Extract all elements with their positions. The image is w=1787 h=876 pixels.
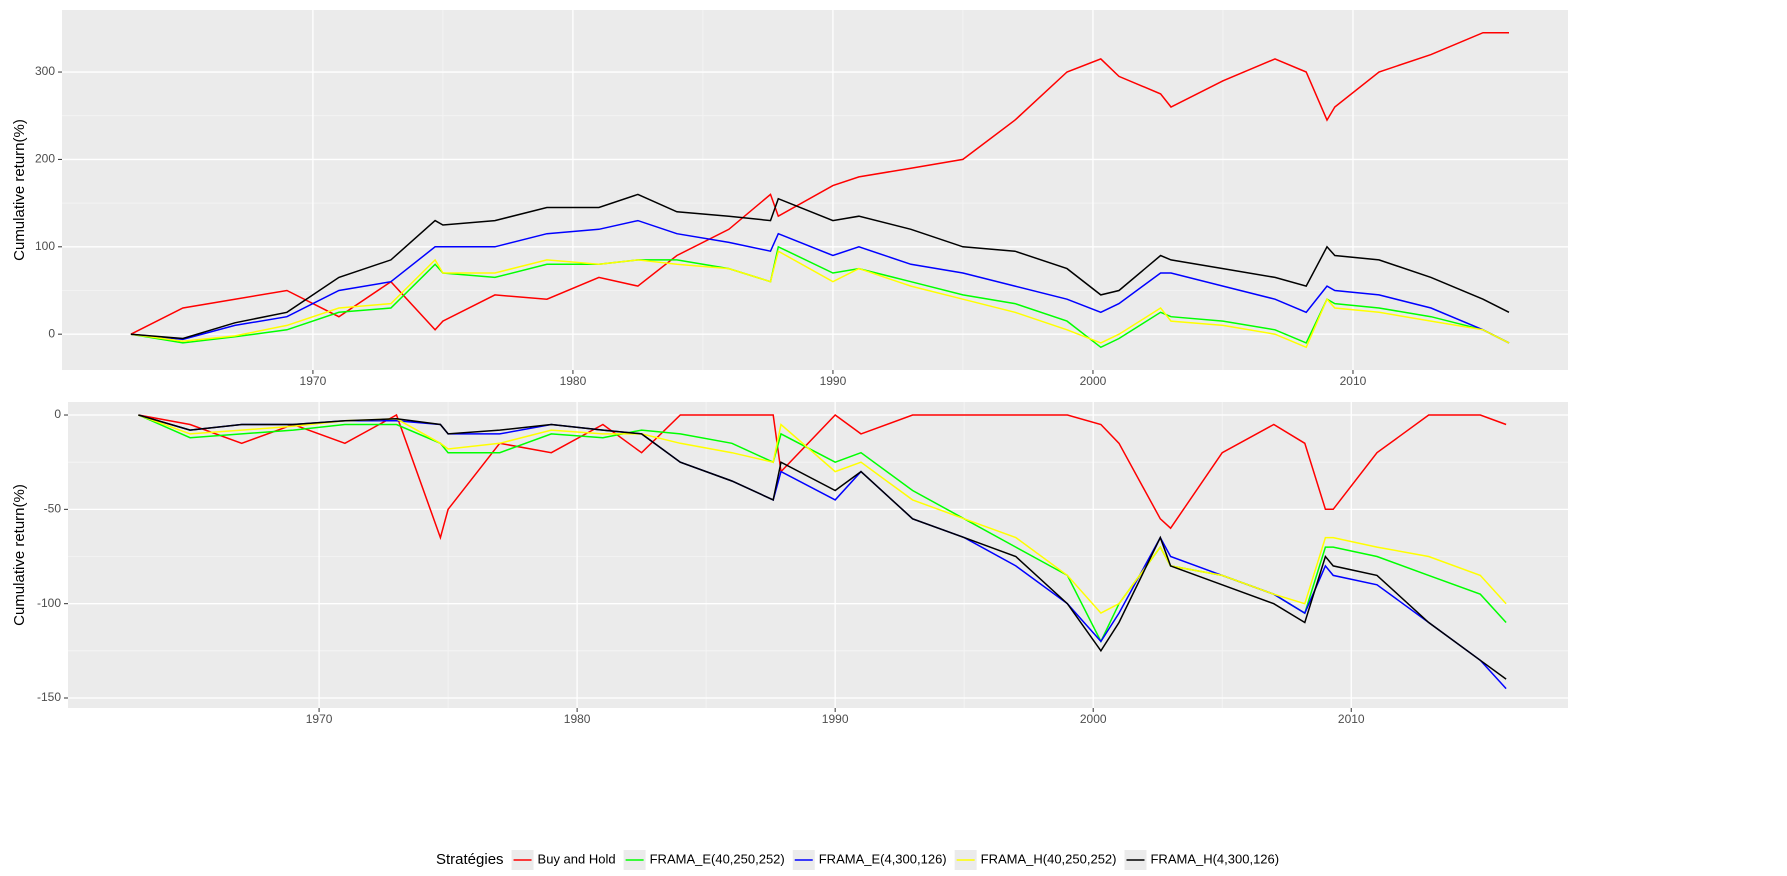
legend-label: FRAMA_E(40,250,252) (650, 851, 785, 866)
series-line (130, 193, 1510, 340)
legend-label: Buy and Hold (538, 851, 616, 866)
series-line (130, 219, 1510, 344)
y-tick-label: 100 (35, 239, 55, 253)
y-tick-label: -150 (37, 690, 61, 704)
y-tick-label: 300 (35, 64, 55, 78)
y-tick-label: 0 (48, 326, 55, 340)
x-tick-label: 1970 (306, 712, 333, 726)
x-tick-label: 2000 (1080, 374, 1107, 388)
x-tick-label: 1980 (560, 374, 587, 388)
y-axis-label: Cumulative return(%) (11, 484, 28, 626)
x-tick-label: 2000 (1080, 712, 1107, 726)
y-tick-label: 0 (54, 407, 61, 421)
series-line (138, 413, 1507, 541)
x-tick-label: 1980 (564, 712, 591, 726)
x-tick-label: 1970 (300, 374, 327, 388)
series-line (138, 414, 1507, 644)
x-tick-label: 1990 (820, 374, 847, 388)
y-tick-label: 200 (35, 152, 55, 166)
x-tick-label: 2010 (1338, 712, 1365, 726)
series-line (138, 414, 1507, 680)
legend-label: FRAMA_E(4,300,126) (819, 851, 947, 866)
x-tick-label: 2010 (1340, 374, 1367, 388)
series-line (138, 414, 1507, 615)
x-tick-label: 1990 (822, 712, 849, 726)
y-axis-label: Cumulative return(%) (11, 119, 28, 261)
plot-background (68, 402, 1568, 708)
series-line (130, 250, 1510, 349)
legend-title: Stratégies (436, 851, 504, 868)
legend-label: FRAMA_H(4,300,126) (1150, 851, 1279, 866)
series-line (130, 31, 1509, 335)
legend-label: FRAMA_H(40,250,252) (981, 851, 1117, 866)
y-tick-label: -50 (44, 502, 62, 516)
y-tick-label: -100 (37, 596, 61, 610)
